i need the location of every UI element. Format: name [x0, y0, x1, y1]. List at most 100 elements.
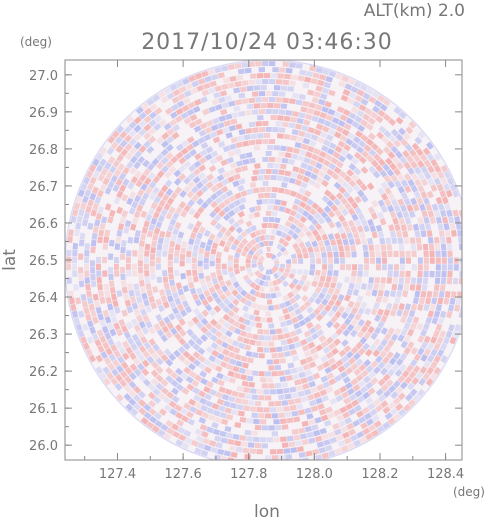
radar-gate-cell [274, 382, 282, 389]
radar-gate-cell [419, 366, 428, 375]
radar-gate-cell [221, 341, 229, 349]
radar-gate-cell [142, 168, 151, 177]
radar-gate-cell [155, 366, 164, 374]
radar-gate-cell [353, 368, 362, 376]
radar-gate-cell [217, 140, 226, 148]
radar-gate-cell [234, 192, 242, 200]
radar-gate-cell [287, 291, 295, 299]
radar-gate-cell [157, 304, 165, 313]
radar-gate-cell [365, 418, 374, 426]
y-axis-ticks: 27.026.926.826.726.626.526.426.326.226.1… [29, 69, 462, 454]
radar-gate-cell [270, 115, 277, 121]
radar-gate-cell [268, 461, 274, 466]
radar-gate-cell [231, 112, 239, 119]
radar-gate-cell [291, 355, 300, 362]
radar-gate-cell [317, 156, 325, 164]
radar-gate-cell [300, 339, 308, 346]
radar-gate-cell [278, 91, 286, 97]
radar-gate-cell [354, 404, 362, 413]
radar-gate-cell [250, 133, 258, 140]
radar-gate-cell [234, 99, 242, 106]
radar-gate-cell [272, 280, 278, 287]
radar-gate-cell [134, 170, 142, 179]
radar-gate-cell [286, 375, 293, 382]
radar-gate-cell [281, 326, 289, 334]
radar-gate-cell [261, 425, 268, 431]
radar-gate-cell [152, 388, 161, 396]
radar-gate-cell [393, 250, 399, 258]
radar-gate-cell [143, 341, 152, 350]
radar-gate-cell [183, 204, 191, 213]
radar-gate-cell [360, 134, 369, 142]
radar-gate-cell [422, 243, 429, 251]
radar-gate-cell [302, 344, 310, 352]
radar-gate-cell [298, 279, 306, 287]
radar-gate-cell [77, 329, 85, 338]
radar-gate-cell [294, 179, 302, 187]
radar-gate-cell [397, 334, 405, 343]
radar-gate-cell [157, 429, 166, 437]
radar-gate-cell [369, 257, 376, 264]
radar-gate-cell [265, 186, 272, 192]
radar-gate-cell [183, 90, 192, 98]
radar-gate-cell [321, 87, 330, 95]
radar-gate-cell [387, 417, 396, 426]
radar-gate-cell [324, 189, 332, 197]
radar-gate-cell [103, 357, 112, 365]
radar-gate-cell [81, 300, 88, 308]
radar-gate-cell [287, 229, 295, 237]
radar-gate-cell [268, 341, 275, 347]
radar-gate-cell [440, 277, 447, 285]
radar-gate-cell [238, 110, 246, 117]
radar-gate-cell [308, 380, 316, 388]
radar-gate-cell [348, 238, 355, 246]
radar-gate-cell [158, 408, 167, 416]
radar-gate-cell [191, 379, 200, 388]
radar-gate-cell [278, 169, 285, 176]
radar-gate-cell [189, 148, 198, 157]
radar-gate-cell [223, 198, 231, 206]
radar-gate-cell [256, 73, 264, 79]
radar-gate-cell [387, 368, 396, 377]
radar-gate-cell [453, 257, 459, 264]
radar-gate-cell [343, 345, 352, 353]
radar-gate-cell [279, 302, 286, 309]
radar-gate-cell [438, 230, 445, 238]
radar-gate-cell [279, 275, 287, 282]
radar-gate-cell [234, 81, 242, 87]
radar-gate-cell [210, 192, 218, 201]
radar-gate-cell [240, 190, 248, 197]
radar-gate-cell [345, 138, 354, 146]
radar-gate-cell [344, 382, 353, 390]
radar-gate-cell [268, 79, 276, 85]
radar-gate-cell [365, 381, 374, 390]
radar-gate-cell [275, 328, 283, 335]
radar-gate-cell [308, 312, 317, 320]
radar-gate-cell [228, 235, 236, 243]
radar-gate-cell [389, 162, 398, 171]
radar-gate-cell [382, 421, 391, 430]
radar-gate-cell [274, 285, 281, 292]
radar-gate-cell [185, 269, 192, 277]
radar-gate-cell [340, 355, 349, 364]
radar-gate-cell [174, 297, 182, 306]
radar-gate-cell [412, 316, 420, 325]
radar-gate-cell [381, 250, 387, 258]
radar-gate-cell [252, 169, 260, 176]
radar-gate-cell [254, 291, 261, 298]
radar-gate-cell [192, 293, 199, 301]
radar-gate-cell [350, 86, 359, 94]
radar-gate-cell [188, 121, 197, 129]
radar-gate-cell [232, 433, 240, 440]
radar-gate-cell [331, 347, 339, 356]
radar-gate-cell [278, 267, 285, 273]
radar-gate-cell [335, 434, 344, 442]
radar-gate-cell [247, 442, 255, 448]
radar-gate-cell [200, 317, 209, 326]
radar-gate-cell [401, 370, 410, 378]
radar-gate-cell [173, 177, 182, 186]
radar-gate-cell [120, 273, 126, 281]
radar-gate-cell [116, 364, 124, 373]
radar-gate-cell [363, 375, 372, 384]
radar-gate-cell [181, 415, 190, 423]
